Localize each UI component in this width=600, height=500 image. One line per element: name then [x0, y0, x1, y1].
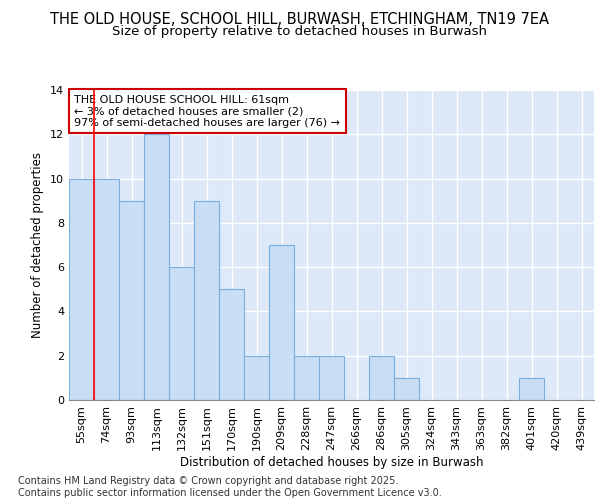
Bar: [219, 290, 244, 400]
Bar: [369, 356, 394, 400]
Bar: [319, 356, 344, 400]
Text: Size of property relative to detached houses in Burwash: Size of property relative to detached ho…: [113, 25, 487, 38]
Bar: [394, 378, 419, 400]
Bar: [119, 200, 144, 400]
Bar: [144, 134, 169, 400]
X-axis label: Distribution of detached houses by size in Burwash: Distribution of detached houses by size …: [180, 456, 483, 468]
Bar: [244, 356, 269, 400]
Bar: [269, 245, 294, 400]
Text: Contains HM Land Registry data © Crown copyright and database right 2025.
Contai: Contains HM Land Registry data © Crown c…: [18, 476, 442, 498]
Bar: [69, 178, 94, 400]
Bar: [294, 356, 319, 400]
Text: THE OLD HOUSE SCHOOL HILL: 61sqm
← 3% of detached houses are smaller (2)
97% of : THE OLD HOUSE SCHOOL HILL: 61sqm ← 3% of…: [74, 94, 340, 128]
Bar: [94, 178, 119, 400]
Bar: [169, 267, 194, 400]
Bar: [194, 200, 219, 400]
Y-axis label: Number of detached properties: Number of detached properties: [31, 152, 44, 338]
Bar: [519, 378, 544, 400]
Text: THE OLD HOUSE, SCHOOL HILL, BURWASH, ETCHINGHAM, TN19 7EA: THE OLD HOUSE, SCHOOL HILL, BURWASH, ETC…: [50, 12, 550, 28]
